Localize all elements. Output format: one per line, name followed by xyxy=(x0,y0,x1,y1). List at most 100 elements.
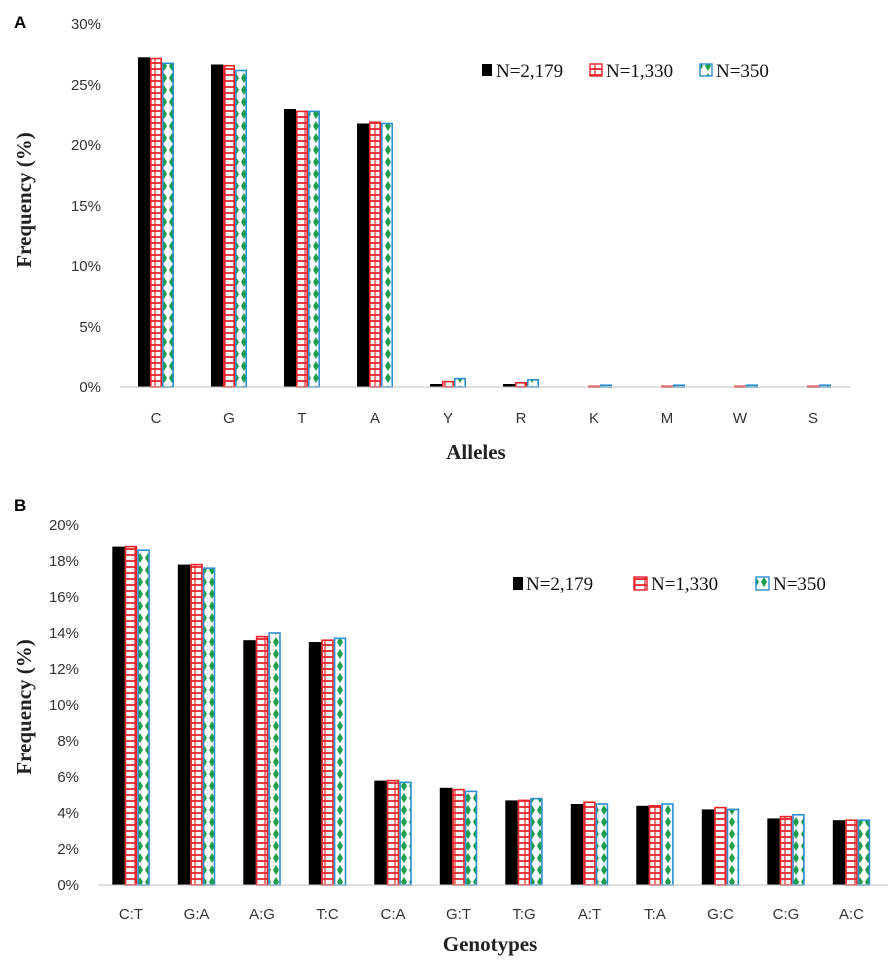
y-tick-label: 15% xyxy=(71,198,101,215)
category-label: M xyxy=(661,410,674,427)
bar-n1330-y xyxy=(441,380,454,388)
panel-a-chart: A 0% 5% 10% 15% 20% 25% 30% C G T A Y R K M W S A… xyxy=(12,13,850,464)
bar-n350-ga xyxy=(202,567,216,886)
category-label: G:A xyxy=(184,906,210,923)
panel-b-legend: N=2,179 N=1,330 N=350 xyxy=(513,574,826,595)
category-label: W xyxy=(733,410,748,427)
y-tick-label: 0% xyxy=(79,379,101,396)
bar-n350-ac xyxy=(857,819,871,886)
panel-b-x-axis-title: Genotypes xyxy=(443,932,538,956)
bar-n1330-c xyxy=(150,57,163,388)
legend-swatch-n2179 xyxy=(482,64,492,76)
bar-n1330-gc xyxy=(714,806,727,886)
bar-n2179-ag xyxy=(243,640,256,885)
y-tick-label: 20% xyxy=(49,517,79,534)
bar-n1330-t xyxy=(295,110,308,388)
bar-n350-t xyxy=(307,110,320,388)
category-label: A:C xyxy=(839,906,864,923)
category-label: C:T xyxy=(119,906,143,923)
panel-a-label: A xyxy=(14,13,26,32)
bar-n1330-ac xyxy=(845,819,858,886)
bar-n1330-ag xyxy=(255,635,269,886)
bar-n2179-ac xyxy=(832,820,846,885)
y-tick-label: 5% xyxy=(79,319,101,336)
bar-n350-y xyxy=(453,377,466,388)
bar-n350-ag xyxy=(268,632,281,886)
y-tick-label: 8% xyxy=(57,733,79,750)
y-tick-label: 16% xyxy=(49,589,79,606)
bar-n2179-g xyxy=(211,64,223,387)
bar-n2179-at xyxy=(570,804,584,885)
bar-n2179-ct xyxy=(112,546,125,885)
category-label: T xyxy=(297,410,306,427)
bar-n1330-g xyxy=(223,64,236,388)
legend-swatch-n350 xyxy=(755,576,770,591)
category-label: A:G xyxy=(249,906,275,923)
bar-n1330-ct xyxy=(124,545,138,886)
y-tick-label: 25% xyxy=(71,77,101,94)
bar-n350-ca xyxy=(399,781,412,886)
bar-n350-g xyxy=(235,69,248,388)
y-tick-label: 2% xyxy=(57,841,79,858)
legend-swatch-n350 xyxy=(699,63,713,77)
category-label: Y xyxy=(443,410,453,427)
category-label: R xyxy=(516,410,527,427)
bar-n2179-cg xyxy=(767,818,780,885)
category-label: C:G xyxy=(773,906,800,923)
bar-n350-at xyxy=(595,803,609,886)
y-tick-label: 4% xyxy=(57,805,79,822)
legend-label: N=1,330 xyxy=(651,574,718,595)
panel-b-category-labels: C:T G:A A:G T:C C:A G:T T:G A:T T:A G:C C:G A:C xyxy=(119,906,864,923)
panel-b-y-ticks: 0% 2% 4% 6% 8% 10% 12% 14% 16% 18% 20% xyxy=(49,517,79,894)
legend-label: N=1,330 xyxy=(606,61,673,82)
category-label: T:G xyxy=(512,906,535,923)
bar-n2179-r xyxy=(503,384,515,387)
bar-n1330-cg xyxy=(779,815,793,886)
bar-n1330-r xyxy=(514,381,527,388)
bar-n1330-at xyxy=(583,801,596,886)
panel-a-y-axis-title: Frequency (%) xyxy=(12,132,36,268)
bar-n350-cg xyxy=(792,813,805,886)
panel-b-y-axis-title: Frequency (%) xyxy=(12,639,36,775)
bar-n2179-c xyxy=(138,57,150,388)
y-tick-label: 10% xyxy=(49,697,79,714)
bar-n350-r xyxy=(526,378,539,388)
legend-label: N=2,179 xyxy=(526,574,593,595)
bar-n2179-ga xyxy=(177,564,191,885)
category-label: A xyxy=(370,410,380,427)
panel-b-chart: B 0% 2% 4% 6% 8% 10% 12% 14% 16% 18% 20%… xyxy=(12,496,888,956)
category-label: G:C xyxy=(707,906,734,923)
category-label: A:T xyxy=(578,906,601,923)
category-label: G:T xyxy=(446,906,471,923)
bar-n2179-tc xyxy=(308,642,322,885)
category-label: T:A xyxy=(644,906,666,923)
legend-swatch-n1330 xyxy=(633,576,648,591)
panel-a-y-ticks: 0% 5% 10% 15% 20% 25% 30% xyxy=(71,16,101,396)
category-label: K xyxy=(589,410,599,427)
bar-n350-a xyxy=(380,122,393,388)
panel-a-legend: N=2,179 N=1,330 N=350 xyxy=(482,61,769,82)
bar-n1330-ta xyxy=(648,804,662,886)
bar-n2179-a xyxy=(357,123,369,387)
y-tick-label: 20% xyxy=(71,137,101,154)
category-label: C xyxy=(151,410,162,427)
category-label: C:A xyxy=(380,906,405,923)
legend-label: N=350 xyxy=(716,61,769,82)
bar-n2179-t xyxy=(284,109,296,387)
bar-n1330-tg xyxy=(517,799,531,886)
legend-swatch-n2179 xyxy=(513,577,523,590)
bar-n350-ta xyxy=(661,803,674,886)
bar-n2179-ta xyxy=(636,805,649,885)
y-tick-label: 18% xyxy=(49,553,79,570)
bar-n2179-y xyxy=(430,384,442,387)
category-label: S xyxy=(808,410,818,427)
legend-label: N=350 xyxy=(773,574,826,595)
category-label: T:C xyxy=(316,906,339,923)
bar-n1330-a xyxy=(368,121,381,388)
y-tick-label: 10% xyxy=(71,258,101,275)
panel-b-label: B xyxy=(14,496,26,515)
y-tick-label: 12% xyxy=(49,661,79,678)
panel-b-bars xyxy=(112,545,871,886)
y-tick-label: 0% xyxy=(57,877,79,894)
